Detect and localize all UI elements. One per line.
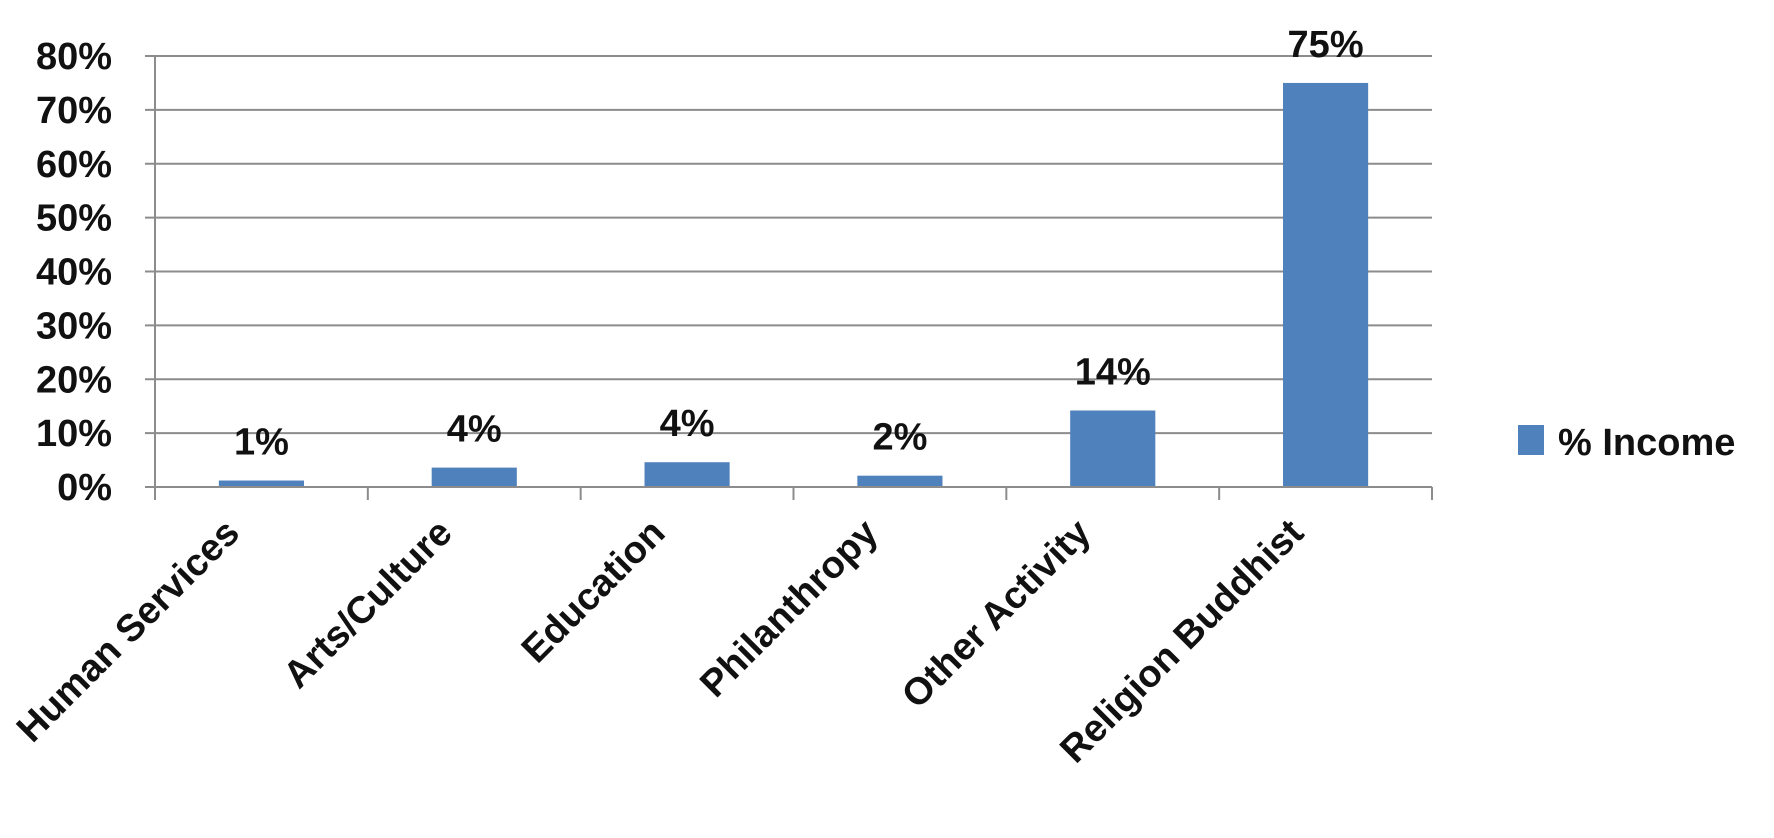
y-tick-label: 0% bbox=[57, 467, 112, 509]
axes bbox=[154, 56, 1433, 500]
data-label: 14% bbox=[1075, 351, 1151, 393]
legend-swatch bbox=[1518, 425, 1544, 455]
x-category-label: Other Activity bbox=[894, 512, 1099, 717]
data-label: 4% bbox=[660, 403, 715, 445]
bar bbox=[431, 467, 517, 487]
bar bbox=[1070, 410, 1156, 487]
bar bbox=[1283, 82, 1369, 487]
y-tick-label: 50% bbox=[36, 198, 112, 240]
legend-label: % Income bbox=[1558, 422, 1735, 464]
bar bbox=[218, 480, 304, 487]
data-label: 75% bbox=[1288, 24, 1364, 66]
bar bbox=[857, 475, 943, 487]
gridlines bbox=[155, 55, 1432, 435]
legend: % Income bbox=[1518, 422, 1735, 464]
x-category-label: Philanthropy bbox=[692, 512, 886, 706]
y-tick-label: 60% bbox=[36, 144, 112, 186]
x-category-label: Human Services bbox=[9, 512, 248, 751]
y-tick-label: 70% bbox=[36, 90, 112, 132]
y-tick-label: 80% bbox=[36, 36, 112, 78]
data-label: 2% bbox=[872, 417, 927, 459]
y-tick-label: 40% bbox=[36, 252, 112, 294]
bars bbox=[218, 82, 1369, 487]
data-labels: 1% 4% 4% 2% 14% 75% bbox=[234, 24, 1364, 464]
x-category-label: Education bbox=[514, 512, 674, 672]
x-category-label: Religion Buddhist bbox=[1052, 511, 1312, 771]
y-tick-label: 20% bbox=[36, 359, 112, 401]
y-tick-label: 10% bbox=[36, 413, 112, 455]
data-label: 4% bbox=[447, 409, 502, 451]
x-axis-categories: Human Services Arts/Culture Education Phila… bbox=[9, 511, 1312, 771]
y-tick-label: 30% bbox=[36, 305, 112, 347]
bar bbox=[644, 462, 730, 487]
data-label: 1% bbox=[234, 422, 289, 464]
x-category-label: Arts/Culture bbox=[276, 512, 461, 697]
y-axis-ticks: 0% 10% 20% 30% 40% 50% 60% 70% 80% bbox=[36, 36, 155, 509]
